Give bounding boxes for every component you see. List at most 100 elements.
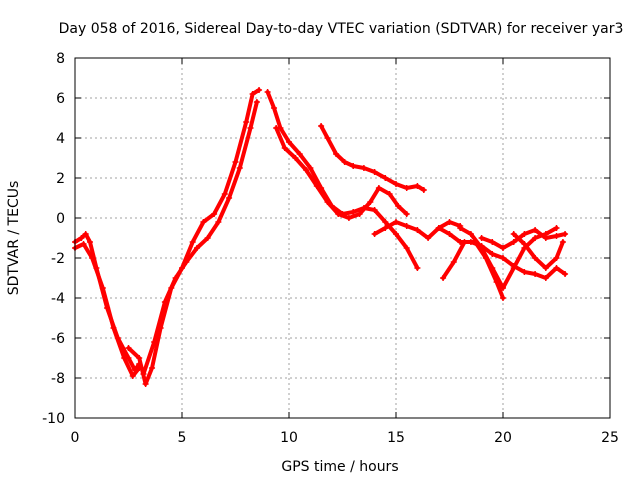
series-arc-2 bbox=[73, 242, 142, 378]
data-point bbox=[286, 139, 292, 145]
data-point bbox=[559, 239, 566, 245]
data-point bbox=[110, 325, 117, 331]
data-point bbox=[521, 231, 528, 237]
data-point bbox=[89, 255, 96, 261]
y-tick-label-7: 4 bbox=[56, 131, 65, 147]
series-group bbox=[72, 87, 569, 387]
x-tick-label-2: 10 bbox=[280, 430, 298, 446]
data-point bbox=[375, 185, 382, 191]
x-axis-label: GPS time / hours bbox=[281, 459, 398, 475]
data-point bbox=[440, 275, 447, 281]
plot-frame bbox=[74, 57, 611, 419]
data-point bbox=[562, 271, 569, 277]
series-arc-7-markers bbox=[318, 123, 427, 193]
data-point bbox=[324, 199, 331, 205]
y-tick-label-1: -8 bbox=[51, 371, 65, 387]
data-point bbox=[99, 285, 106, 291]
data-point bbox=[521, 241, 528, 247]
data-point bbox=[247, 125, 254, 131]
data-point bbox=[446, 231, 453, 237]
data-point bbox=[500, 245, 506, 251]
data-point bbox=[532, 227, 539, 233]
x-tick-label-3: 15 bbox=[387, 430, 405, 446]
data-point bbox=[360, 165, 367, 171]
y-tick-label-6: 2 bbox=[56, 171, 65, 187]
data-point bbox=[204, 235, 211, 241]
series-arc-13 bbox=[511, 232, 565, 270]
data-point bbox=[420, 187, 427, 193]
data-point bbox=[472, 239, 479, 245]
data-point bbox=[264, 89, 271, 95]
data-point bbox=[211, 211, 218, 217]
data-point bbox=[86, 239, 93, 245]
data-point bbox=[382, 225, 389, 231]
data-point bbox=[382, 219, 389, 225]
data-point bbox=[489, 239, 496, 245]
data-point bbox=[292, 155, 299, 161]
y-tick-label-2: -6 bbox=[51, 331, 65, 347]
data-point bbox=[553, 225, 560, 231]
data-point bbox=[136, 355, 143, 361]
data-point bbox=[393, 219, 399, 225]
data-point bbox=[341, 159, 348, 165]
data-point bbox=[273, 125, 280, 131]
data-point bbox=[493, 279, 500, 285]
data-point bbox=[356, 211, 363, 217]
y-axis-label: SDTVAR / TECUs bbox=[6, 181, 22, 296]
data-point bbox=[425, 235, 432, 241]
data-point bbox=[367, 199, 374, 205]
data-point bbox=[553, 265, 560, 271]
data-point bbox=[371, 231, 378, 237]
series-arc-12-markers bbox=[478, 227, 569, 251]
data-point bbox=[200, 219, 207, 225]
series-arc-6-markers bbox=[273, 125, 410, 221]
data-point bbox=[82, 231, 89, 237]
data-point bbox=[393, 231, 399, 237]
data-point bbox=[403, 185, 410, 191]
y-tick-label-8: 6 bbox=[56, 91, 65, 107]
data-point bbox=[371, 207, 378, 213]
data-point bbox=[542, 235, 549, 241]
data-point bbox=[318, 123, 325, 129]
axes: 0 5 10 15 20 25 -10 -8 -6 -4 -2 0 2 4 6 8 bbox=[42, 51, 619, 446]
data-point bbox=[532, 255, 539, 261]
data-point bbox=[532, 235, 539, 241]
data-point bbox=[510, 231, 517, 237]
data-point bbox=[271, 105, 278, 111]
data-point bbox=[307, 165, 314, 171]
data-point bbox=[403, 245, 410, 251]
data-point bbox=[414, 183, 421, 189]
data-point bbox=[335, 211, 342, 217]
data-point bbox=[500, 295, 506, 301]
data-point bbox=[542, 275, 549, 281]
data-point bbox=[80, 241, 87, 247]
data-point bbox=[435, 225, 442, 231]
data-point bbox=[350, 163, 357, 169]
data-point bbox=[296, 151, 303, 157]
data-point bbox=[236, 165, 243, 171]
x-tick-label-0: 0 bbox=[71, 430, 80, 446]
data-point bbox=[510, 239, 517, 245]
series-arc-4-markers bbox=[140, 99, 260, 377]
x-tick-label-1: 5 bbox=[178, 430, 187, 446]
data-point bbox=[478, 235, 485, 241]
y-tick-label-4: -2 bbox=[51, 251, 65, 267]
data-point bbox=[189, 239, 196, 245]
series-arc-4 bbox=[141, 100, 259, 376]
chart-title: Day 058 of 2016, Sidereal Day-to-day VTE… bbox=[59, 21, 624, 37]
series-arc-6 bbox=[274, 126, 409, 220]
data-point bbox=[350, 209, 357, 215]
data-point bbox=[256, 87, 263, 93]
data-point bbox=[395, 203, 402, 209]
data-point bbox=[161, 299, 168, 305]
data-point bbox=[253, 99, 260, 105]
data-point bbox=[125, 345, 132, 351]
x-tick-label-5: 25 bbox=[601, 430, 619, 446]
data-point bbox=[553, 233, 560, 239]
data-point bbox=[403, 211, 410, 217]
x-tick-label-4: 20 bbox=[494, 430, 512, 446]
data-point bbox=[446, 219, 453, 225]
